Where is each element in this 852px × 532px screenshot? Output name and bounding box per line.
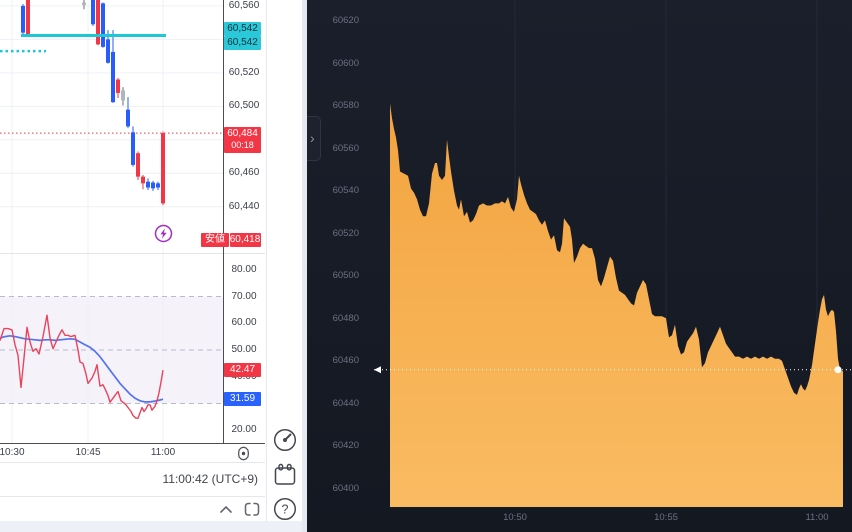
rsi-indicator-chart[interactable] — [0, 254, 223, 443]
bottom-band — [0, 521, 307, 532]
gear-icon[interactable] — [235, 445, 252, 462]
area-chart[interactable] — [307, 0, 852, 532]
price-axis-label: 60620 — [332, 14, 359, 26]
line-price-badge: 60,542 — [224, 35, 261, 50]
price-area — [390, 103, 843, 508]
price-axis-label: 60520 — [332, 227, 359, 239]
candle — [106, 39, 110, 63]
price-axis-label: 60600 — [332, 57, 359, 69]
candle — [26, 0, 30, 36]
candle — [156, 183, 160, 188]
bar-countdown: 00:18 — [231, 140, 254, 150]
price-axis-label: 60540 — [332, 185, 359, 197]
panel-gap — [302, 0, 307, 532]
current-price-dot — [834, 366, 842, 374]
price-axis-label: 60560 — [332, 142, 359, 154]
time-axis[interactable]: 10:30 10:45 11:00 — [0, 443, 265, 462]
rsi-line — [0, 314, 164, 419]
rsi-ma-line — [0, 334, 164, 403]
session-low-price-badge: 60,418 — [229, 233, 261, 247]
candle — [151, 182, 155, 189]
candle — [91, 0, 95, 25]
candle — [101, 3, 105, 47]
price-axis-label: 60400 — [332, 483, 359, 494]
svg-text:?: ? — [282, 503, 289, 517]
price-axis-label: 60,440 — [228, 200, 260, 212]
calendar-icon[interactable] — [271, 461, 299, 489]
pane-divider[interactable] — [0, 253, 265, 254]
session-low-label: 安値 — [201, 233, 229, 247]
indicator-axis-label: 70.00 — [231, 290, 257, 302]
time-axis-label: 11:00 — [805, 512, 829, 523]
price-pane[interactable] — [0, 0, 223, 253]
price-axis-label: 60420 — [332, 440, 359, 452]
price-axis-label: 60,560 — [228, 0, 260, 11]
indicator-axis-label: 20.00 — [231, 424, 257, 436]
price-axis-border — [223, 0, 224, 462]
candle — [136, 153, 140, 177]
indicator-axis-label: 50.00 — [231, 344, 257, 355]
price-axis-label: 60,520 — [228, 66, 260, 78]
candle — [126, 109, 130, 127]
candle — [21, 5, 25, 33]
side-toolbar: ? — [266, 0, 302, 521]
candle — [161, 133, 165, 204]
line-price-badge: 60,542 — [224, 21, 261, 36]
candle — [82, 2, 86, 6]
candle — [131, 132, 135, 165]
rsi-value-badge: 42.47 — [224, 363, 261, 378]
current-price: 60,484 — [227, 128, 258, 139]
time-axis-label: 11:00 — [150, 447, 176, 458]
candle — [121, 90, 125, 101]
time-axis-label: 10:30 — [0, 447, 25, 458]
price-axis-label: 60440 — [332, 397, 359, 409]
time-axis-label: 10:50 — [503, 512, 527, 523]
candle — [111, 51, 115, 103]
panel-collapse-tab[interactable]: › — [307, 116, 321, 161]
chevron-up-icon[interactable] — [217, 501, 235, 518]
maximize-icon[interactable] — [243, 501, 261, 518]
indicator-pane[interactable] — [0, 254, 223, 443]
status-row: 11:00:42 (UTC+9) — [0, 462, 265, 496]
lightning-icon[interactable] — [154, 224, 173, 243]
price-axis-label: 60500 — [332, 270, 359, 282]
chevron-right-icon: › — [310, 130, 315, 146]
price-axis-label: 60580 — [332, 100, 359, 112]
right-chart-panel[interactable]: 60620 60600 60580 60560 60540 60520 60500 60480… — [307, 0, 852, 532]
gauge-icon[interactable] — [271, 426, 299, 454]
price-axis-label: 60480 — [332, 312, 359, 324]
price-axis-label: 60,500 — [228, 100, 260, 112]
price-axis-label: 60,460 — [228, 167, 260, 179]
candle — [116, 79, 120, 93]
bottom-toolbar — [0, 496, 265, 521]
clock-timestamp[interactable]: 11:00:42 (UTC+9) — [162, 472, 259, 486]
price-arrow-icon — [374, 366, 381, 374]
candlestick-chart[interactable] — [0, 0, 223, 253]
time-axis-label: 10:55 — [654, 512, 678, 523]
indicator-axis-label: 80.00 — [231, 263, 257, 275]
current-price-badge: 60,484 00:18 — [224, 127, 261, 153]
left-chart-panel: 60,560 60,520 60,500 60,460 60,440 80.00 70.0… — [0, 0, 307, 532]
price-axis-label: 60460 — [332, 355, 359, 367]
time-axis-label: 10:45 — [75, 447, 101, 458]
rsi-ma-value-badge: 31.59 — [224, 392, 261, 407]
indicator-axis-label: 60.00 — [231, 317, 257, 329]
help-icon[interactable]: ? — [271, 495, 299, 523]
candle — [96, 0, 100, 45]
candle — [141, 176, 145, 184]
candle — [146, 181, 150, 188]
